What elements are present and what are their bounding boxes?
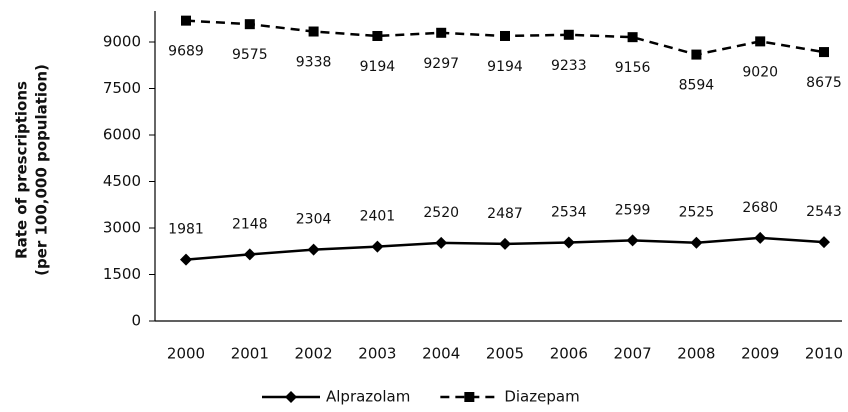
data-label: 9689	[168, 44, 204, 60]
marker	[690, 236, 703, 249]
x-tick-label: 2002	[295, 345, 333, 363]
data-label: 2543	[806, 204, 842, 220]
y-tick-label: 4500	[103, 172, 141, 190]
marker	[181, 15, 191, 26]
y-tick-label: 3000	[103, 219, 141, 237]
marker	[754, 231, 767, 244]
marker	[499, 237, 511, 250]
data-label: 8675	[806, 75, 842, 91]
legend-label: Diazepam	[504, 388, 579, 406]
marker	[180, 253, 192, 266]
x-tick-label: 2006	[550, 345, 588, 363]
marker	[562, 236, 575, 249]
x-tick-label: 2000	[167, 345, 205, 363]
marker	[435, 236, 448, 249]
marker	[308, 26, 319, 37]
data-label: 9194	[360, 59, 396, 75]
data-label: 2401	[360, 209, 396, 225]
marker	[307, 243, 320, 256]
data-label: 9575	[232, 47, 268, 63]
x-tick-label: 2005	[486, 345, 524, 363]
x-tick-label: 2010	[805, 345, 843, 363]
data-label: 2148	[232, 216, 268, 232]
data-label: 9194	[487, 59, 523, 75]
data-label: 9156	[615, 60, 651, 76]
x-tick-label: 2001	[231, 345, 269, 363]
marker	[244, 19, 255, 30]
marker	[691, 49, 702, 60]
data-label: 9020	[742, 64, 778, 80]
marker	[563, 29, 574, 40]
marker	[464, 392, 475, 402]
marker	[243, 248, 256, 261]
marker	[819, 47, 829, 58]
marker	[285, 391, 297, 403]
legend-label: Alprazolam	[326, 388, 410, 406]
data-label: 1981	[168, 222, 204, 238]
y-axis-title-line: (per 100,000 population)	[33, 64, 51, 276]
marker	[627, 32, 638, 43]
y-axis-title-line: Rate of prescriptions	[13, 81, 31, 259]
data-label: 8594	[679, 78, 715, 94]
data-label: 9338	[296, 55, 332, 71]
data-label: 9297	[423, 56, 459, 72]
x-tick-label: 2007	[614, 345, 652, 363]
x-tick-label: 2009	[741, 345, 779, 363]
marker	[755, 36, 766, 47]
x-tick-label: 2008	[677, 345, 715, 363]
data-label: 2680	[742, 200, 778, 216]
y-tick-label: 1500	[103, 265, 141, 283]
marker	[626, 234, 639, 247]
y-tick-label: 6000	[103, 126, 141, 144]
x-tick-label: 2003	[358, 345, 396, 363]
marker	[436, 27, 447, 38]
data-label: 2534	[551, 204, 587, 220]
data-label: 2525	[679, 205, 715, 221]
marker	[500, 30, 510, 41]
y-axis-title: Rate of prescriptions (per 100,000 popul…	[13, 64, 51, 276]
data-label: 2487	[487, 206, 523, 222]
data-label: 2520	[423, 205, 459, 221]
marker	[372, 30, 383, 41]
marker	[371, 240, 384, 253]
data-label: 2599	[615, 202, 651, 218]
y-tick-label: 7500	[103, 79, 141, 97]
x-tick-label: 2004	[422, 345, 460, 363]
y-tick-label: 0	[131, 312, 141, 330]
data-label: 2304	[296, 212, 332, 228]
marker	[818, 236, 830, 249]
y-tick-label: 9000	[103, 33, 141, 51]
data-label: 9233	[551, 58, 587, 74]
